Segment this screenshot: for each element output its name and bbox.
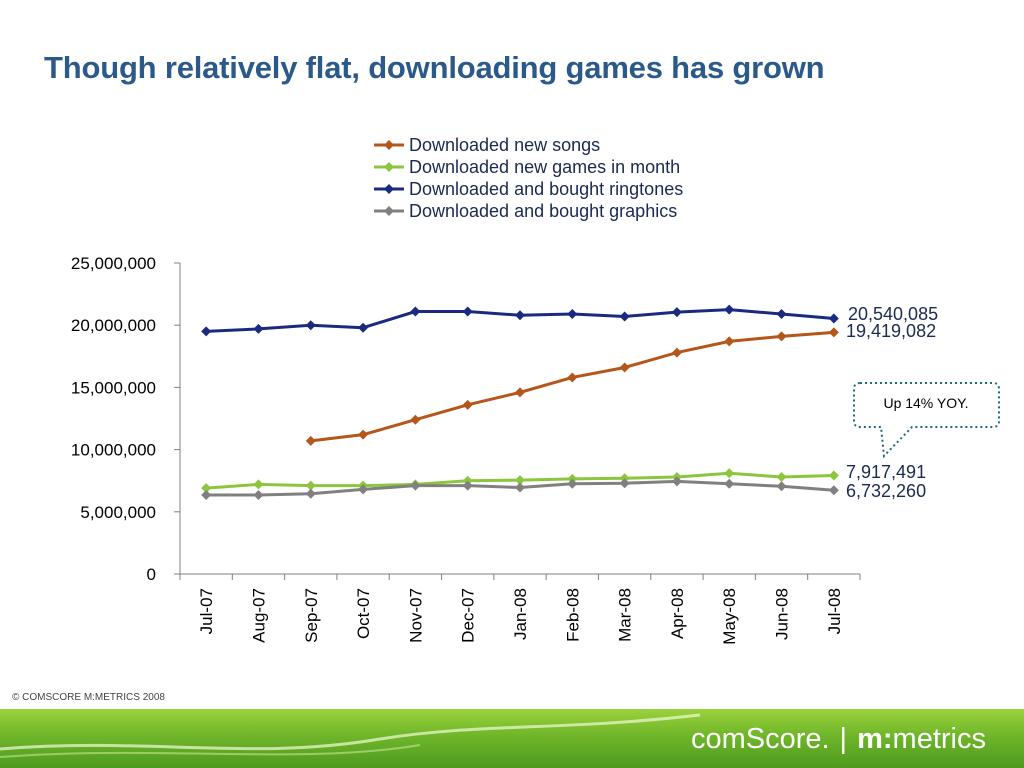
data-point [515,482,525,493]
data-point [253,479,264,490]
x-tick-label: Nov-07 [406,588,425,643]
chart-series [201,304,839,501]
data-point [567,372,578,383]
y-tick-label: 20,000,000 [71,316,156,335]
data-point [410,414,421,425]
data-point [619,478,630,489]
data-point [358,484,369,495]
y-tick-label: 0 [147,565,156,584]
data-point [619,311,630,322]
legend-marker [384,184,394,194]
callout-bubble [853,382,1000,459]
data-point [724,478,735,489]
x-tick-label: Sep-07 [302,588,321,643]
y-tick-label: 5,000,000 [80,503,156,522]
brand-logo: comScore. | m:metrics [691,723,986,756]
y-tick-label: 10,000,000 [71,441,156,460]
x-tick-label: Apr-08 [668,588,687,639]
data-point [776,471,787,482]
data-point [515,310,525,321]
data-point [462,480,473,491]
x-tick-label: Jul-08 [825,588,844,634]
slide-title: Though relatively flat, downloading game… [44,50,825,85]
legend-label: Downloaded and bought ringtones [409,179,683,199]
data-point [253,323,264,334]
end-label: 7,917,491 [846,462,926,482]
legend-marker [384,206,394,216]
data-point [828,313,839,324]
footer-glow-decoration [0,713,701,758]
data-point [305,488,316,499]
data-point [201,490,212,501]
data-point [567,478,578,489]
brand-comscore: comScore. [690,723,830,755]
data-point [724,304,735,315]
data-point [567,309,578,320]
brand-m: m: [857,723,893,755]
data-point [724,468,735,479]
x-tick-label: Jan-08 [511,588,530,640]
data-point [305,435,316,446]
data-point [671,347,682,358]
data-point [671,307,682,318]
data-point [358,322,369,333]
data-point [201,483,212,494]
end-label: 6,732,260 [846,481,926,501]
data-point [828,485,839,496]
x-tick-label: Mar-08 [616,588,635,642]
brand-separator: | [839,723,848,755]
x-tick-label: May-08 [720,588,739,645]
callout-text: Up 14% YOY. [883,395,969,411]
data-point [724,336,735,347]
legend-label: Downloaded new games in month [409,157,680,177]
data-point [515,475,525,486]
data-point [358,429,369,440]
legend-label: Downloaded and bought graphics [409,201,677,221]
footer-banner: comScore. | m:metrics [0,709,1024,768]
end-label: 20,540,085 [848,304,938,324]
legend-marker [384,162,394,172]
data-point [671,476,682,487]
chart-axes: 0 5,000,000 10,000,000 15,000,000 20,000,000… [71,254,861,645]
data-point [462,306,473,317]
brand-metrics: metrics [892,723,986,755]
copyright-notice: © COMSCORE M:METRICS 2008 [12,692,165,703]
data-point [462,399,473,410]
data-point [410,306,421,317]
data-point [776,309,787,320]
x-tick-label: Feb-08 [563,588,582,642]
data-point [828,327,839,338]
data-point [515,387,525,398]
data-point [305,480,316,491]
x-tick-label: Dec-07 [459,588,478,643]
end-label: 19,419,082 [846,321,936,341]
data-point [619,362,630,373]
y-tick-label: 25,000,000 [71,254,156,273]
data-point [776,481,787,492]
data-point [410,480,421,491]
legend-label: Downloaded new songs [409,135,600,155]
data-point [253,490,264,501]
x-tick-label: Jun-08 [773,588,792,640]
data-point [305,320,316,331]
x-tick-label: Jul-07 [197,588,216,634]
series-line [310,330,834,443]
data-point [776,331,787,342]
data-point [828,470,839,481]
x-tick-label: Aug-07 [249,588,268,643]
data-point [201,326,212,337]
y-tick-label: 15,000,000 [71,378,156,397]
x-tick-label: Oct-07 [354,588,373,639]
legend-marker [384,140,394,150]
